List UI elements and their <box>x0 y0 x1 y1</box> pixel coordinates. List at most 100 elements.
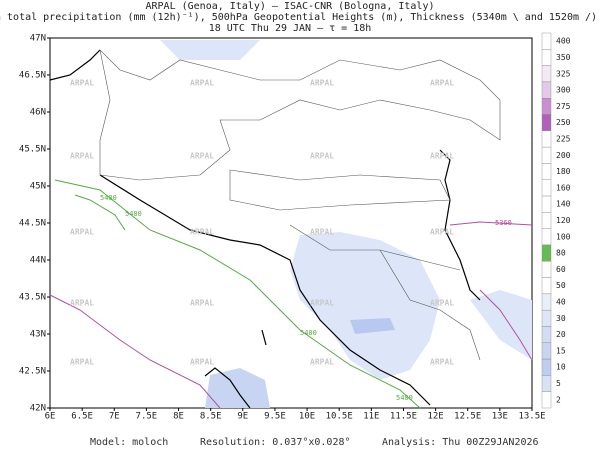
lon-label: 12.5E <box>454 412 481 422</box>
lon-label: 13E <box>492 412 508 422</box>
colorbar-label: 200 <box>556 151 571 160</box>
watermark: ARPAL <box>190 299 214 308</box>
coast <box>204 367 251 409</box>
contour-label: 5400 <box>100 194 117 202</box>
precipitation <box>160 40 532 408</box>
colorbar-cell <box>541 81 552 99</box>
coastlines <box>49 49 481 409</box>
lon-label: 8.5E <box>200 412 222 422</box>
contour <box>449 221 533 226</box>
lon-label: 13.5E <box>518 412 545 422</box>
contour <box>479 289 533 361</box>
colorbar-label: 2 <box>556 395 561 404</box>
lon-label: 6E <box>45 412 56 422</box>
colorbar-cell <box>541 358 552 376</box>
colorbar-label: 400 <box>556 37 571 46</box>
colorbar-label: 80 <box>556 249 566 258</box>
rain-area <box>205 368 270 408</box>
axes: 47N 46.5N 46N 45.5N 45N 44.5N 44N 43.5N 43N 42.5N… <box>19 34 546 422</box>
watermark: ARPAL <box>430 152 454 161</box>
contour-label: 5400 <box>396 394 413 402</box>
lat-label: 47N <box>30 34 46 44</box>
rain-area <box>290 232 440 380</box>
lon-label: 9.5E <box>264 412 286 422</box>
contour <box>49 294 221 409</box>
colorbar-cell <box>541 244 552 262</box>
watermark: ARPAL <box>430 79 454 88</box>
colorbar-label: 40 <box>556 298 566 307</box>
colorbar-cell <box>541 342 552 360</box>
colorbar-cell <box>541 195 552 213</box>
lon-label: 12E <box>427 412 443 422</box>
lat-label: 45.5N <box>19 145 46 155</box>
colorbar-label: 160 <box>556 183 571 192</box>
lon-label: 7.5E <box>136 412 158 422</box>
colorbar-cell <box>541 32 552 50</box>
lon-label: 6.5E <box>71 412 93 422</box>
watermark: ARPAL <box>190 152 214 161</box>
contour-label: 5360 <box>495 219 512 227</box>
header-line: 18 UTC Thu 29 JAN – τ = 18h <box>209 23 372 34</box>
colorbar-label: 180 <box>556 167 571 176</box>
lat-label: 44N <box>30 256 46 266</box>
colorbar: 4003503253002752502252001801601401201008… <box>541 32 571 409</box>
contour-labels: 5400 5400 5360 5400 5400 <box>100 194 512 402</box>
lon-label: 7E <box>109 412 120 422</box>
border <box>229 169 451 211</box>
lat-label: 44.5N <box>19 219 46 229</box>
colorbar-label: 10 <box>556 363 566 372</box>
watermark: ARPAL <box>430 358 454 367</box>
footer-model: Model: moloch <box>90 437 168 448</box>
colorbar-label: 225 <box>556 134 571 143</box>
rain-area <box>350 318 395 334</box>
footer-resolution: Resolution: 0.037°x0.028° <box>200 437 351 448</box>
watermark: ARPAL <box>430 299 454 308</box>
watermark: ARPAL <box>70 79 94 88</box>
header-line: ARPAL (Genoa, Italy) – ISAC-CNR (Bologna… <box>146 1 435 12</box>
map-frame <box>49 37 533 409</box>
colorbar-label: 30 <box>556 314 566 323</box>
colorbar-cell <box>541 65 552 83</box>
watermark: ARPAL <box>190 79 214 88</box>
contours <box>49 179 533 409</box>
colorbar-label: 5 <box>556 379 561 388</box>
watermark: ARPAL <box>190 358 214 367</box>
coast <box>49 49 101 81</box>
colorbar-cell <box>541 49 552 66</box>
coast <box>99 174 431 406</box>
border <box>379 249 481 361</box>
watermark: ARPAL <box>70 228 94 237</box>
contour-label: 5400 <box>125 210 142 218</box>
borders <box>99 49 501 361</box>
header-line: 12h total precipitation (mm (12h)⁻¹), 50… <box>0 12 597 23</box>
colorbar-label: 140 <box>556 200 571 209</box>
colorbar-cell <box>541 326 552 343</box>
lat-label: 46.5N <box>19 71 46 81</box>
colorbar-label: 50 <box>556 281 566 290</box>
colorbar-label: 100 <box>556 232 571 241</box>
lat-label: 43N <box>30 330 46 340</box>
watermark: ARPAL <box>190 228 214 237</box>
colorbar-cell <box>541 212 552 229</box>
colorbar-label: 350 <box>556 53 571 62</box>
watermark: ARPAL <box>310 358 334 367</box>
lon-label: 11E <box>363 412 379 422</box>
lat-label: 45N <box>30 182 46 192</box>
colorbar-cell <box>541 130 552 148</box>
colorbar-label: 15 <box>556 346 566 355</box>
watermark: ARPAL <box>70 152 94 161</box>
colorbar-cell <box>541 114 552 132</box>
colorbar-cell <box>541 179 552 197</box>
watermark: ARPAL <box>310 299 334 308</box>
colorbar-label: 325 <box>556 69 571 78</box>
lon-label: 9E <box>237 412 248 422</box>
colorbar-label: 275 <box>556 102 571 111</box>
rain-area <box>160 40 260 60</box>
watermark: ARPAL <box>310 152 334 161</box>
colorbar-cell <box>541 163 552 180</box>
rain-area <box>470 290 532 360</box>
colorbar-cell <box>541 98 552 115</box>
colorbar-cell <box>541 391 552 409</box>
contour <box>74 194 126 231</box>
